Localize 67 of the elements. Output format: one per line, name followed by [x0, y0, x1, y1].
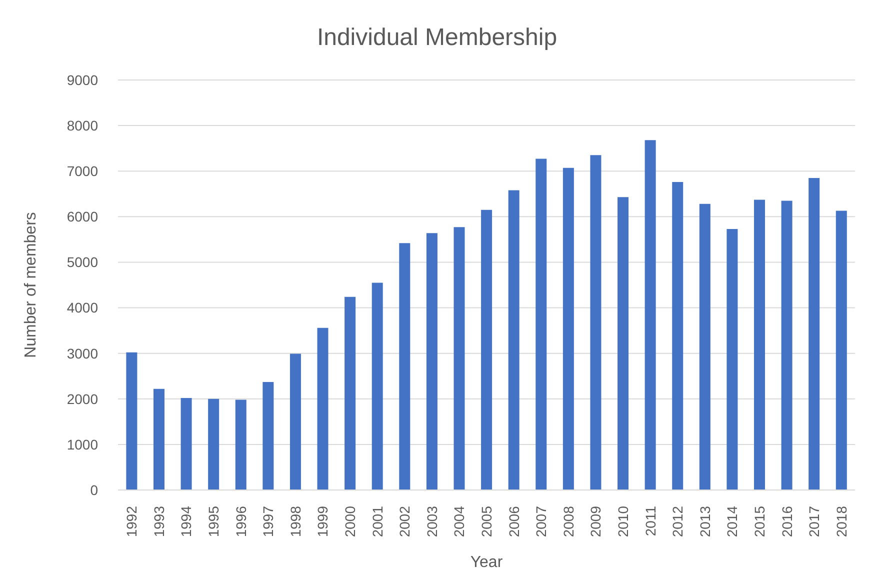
x-tick-label: 1997: [260, 506, 276, 538]
y-axis-title: Number of members: [22, 212, 40, 358]
bar: [208, 398, 220, 490]
bar: [481, 210, 492, 490]
bar: [644, 140, 656, 490]
x-tick-label: 1999: [314, 506, 331, 538]
bar: [180, 398, 192, 490]
x-tick-label: 2000: [342, 506, 358, 538]
x-tick-label: 2004: [451, 506, 468, 538]
x-tick-label: 2009: [588, 506, 604, 538]
bar: [618, 197, 629, 490]
x-tick-label: 2002: [396, 506, 413, 538]
bar: [562, 168, 574, 490]
x-tick-label: 1992: [124, 506, 140, 538]
x-axis-title: Year: [470, 554, 504, 571]
bar: [508, 190, 520, 490]
x-tick-label: 1998: [287, 506, 304, 538]
bar: [344, 296, 356, 490]
x-tick-label: 1994: [178, 506, 194, 538]
bar: [672, 182, 684, 490]
x-tick-label: 2008: [560, 506, 576, 538]
x-tick-label: 2001: [369, 506, 386, 538]
bar: [372, 282, 383, 490]
bar: [590, 155, 602, 490]
bar: [235, 400, 246, 490]
x-tick-label: 2013: [696, 506, 713, 538]
y-tick-label: 9000: [66, 72, 98, 88]
bar: [454, 227, 465, 490]
chart-title: Individual Membership: [316, 24, 558, 52]
x-tick-label: 2012: [670, 506, 686, 538]
bar: [399, 243, 410, 490]
y-tick-label: 1000: [66, 436, 98, 452]
x-tick-label: 2010: [614, 506, 631, 538]
x-tick-label: 2007: [533, 506, 550, 538]
bar: [699, 204, 710, 490]
x-tick-label: 2017: [806, 506, 822, 538]
bar: [754, 200, 766, 490]
bar: [808, 178, 820, 490]
bar: [262, 382, 274, 490]
x-tick-label: 2014: [724, 506, 740, 538]
x-tick-label: 1995: [206, 506, 222, 538]
y-tick-label: 0: [90, 482, 98, 498]
bar: [290, 354, 301, 490]
y-tick-label: 3000: [66, 345, 98, 362]
x-tick-label: 2018: [833, 506, 850, 538]
x-tick-label: 1993: [150, 506, 167, 538]
y-tick-label: 2000: [66, 390, 98, 407]
x-tick-label: 2016: [778, 506, 795, 538]
y-tick-label: 8000: [66, 118, 98, 134]
bar: [317, 328, 328, 490]
x-tick-label: 2005: [478, 506, 494, 538]
x-tick-label: 1996: [232, 506, 249, 538]
bar: [426, 233, 438, 490]
x-tick-label: 2006: [506, 506, 522, 538]
y-tick-label: 5000: [66, 254, 98, 270]
x-tick-label: 2003: [424, 506, 440, 538]
bar: [536, 158, 547, 490]
bar: [726, 228, 738, 490]
x-tick-label: 2011: [642, 506, 658, 536]
bar: [153, 388, 164, 490]
x-tick-label: 2015: [751, 506, 768, 538]
bar: [836, 210, 847, 490]
y-tick-label: 6000: [66, 208, 98, 225]
bar: [126, 352, 138, 490]
y-tick-label: 7000: [66, 163, 98, 180]
y-tick-label: 4000: [66, 300, 98, 316]
bar: [781, 200, 792, 490]
